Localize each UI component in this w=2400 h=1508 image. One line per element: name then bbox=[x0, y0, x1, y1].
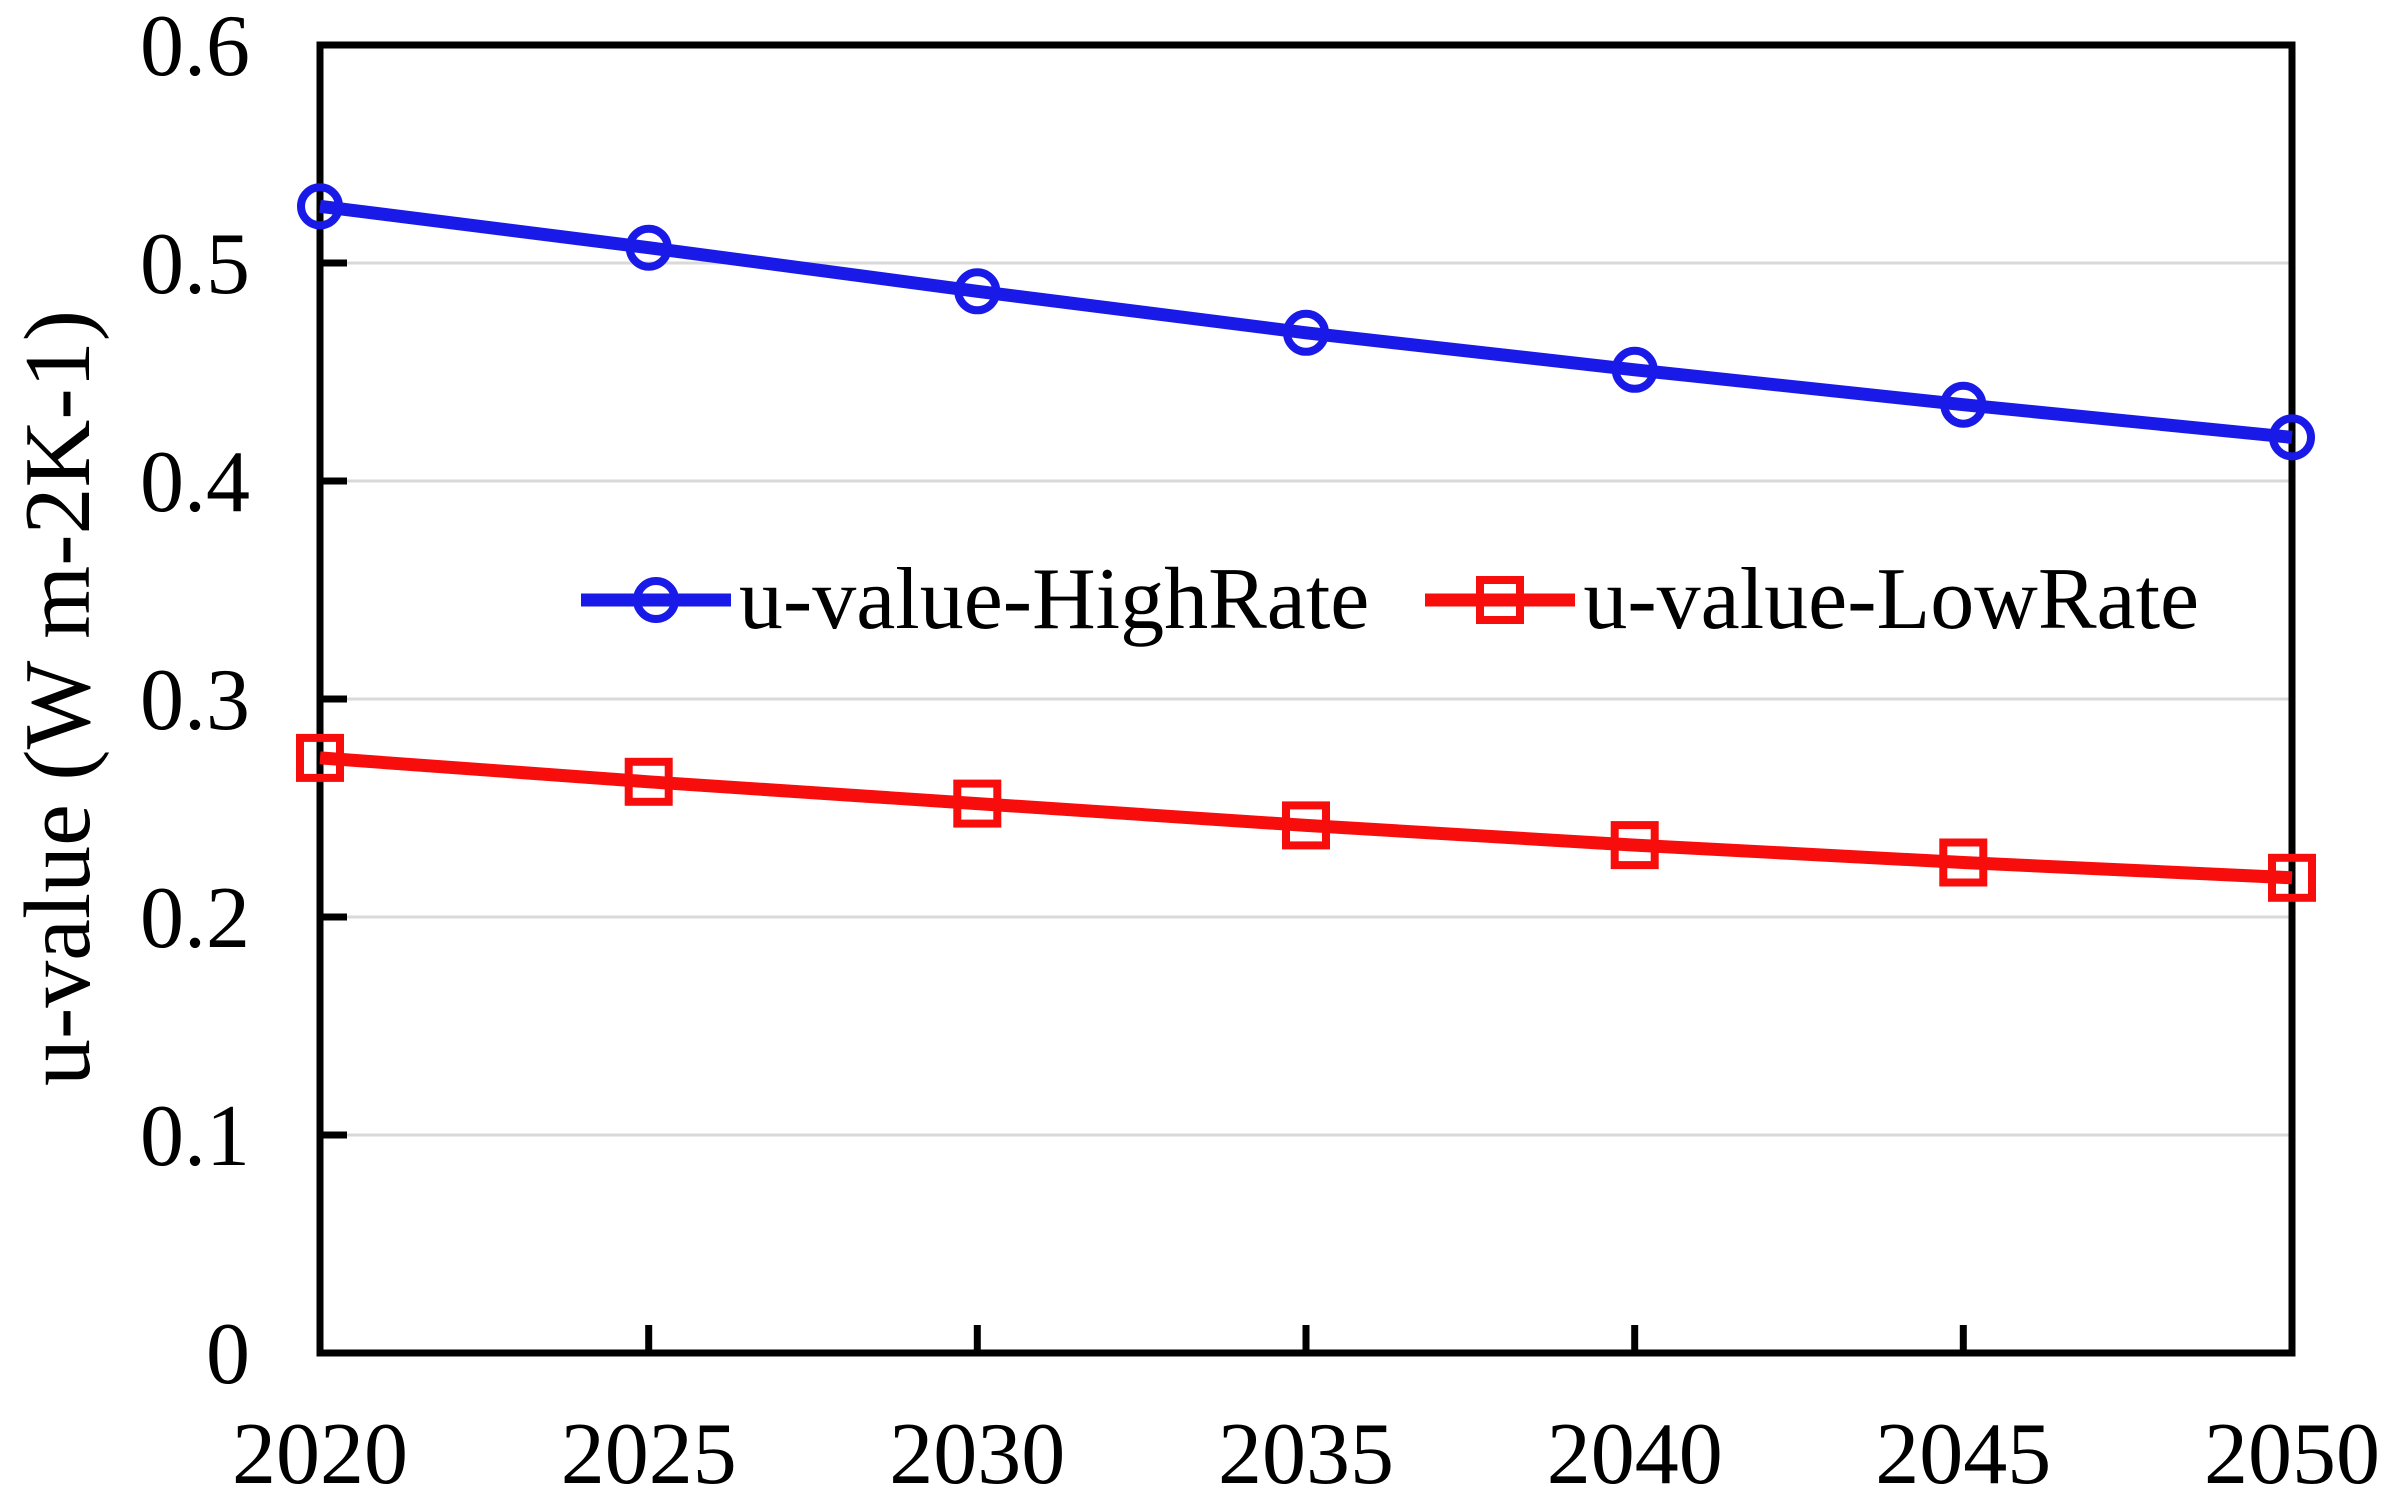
x-tick-label: 2025 bbox=[561, 1406, 737, 1503]
y-tick-label: 0.5 bbox=[140, 216, 250, 313]
marker-u-value-LowRate-2040 bbox=[1610, 821, 1659, 870]
legend-entry-lowrate: u-value-LowRate bbox=[1425, 556, 2199, 644]
y-tick-label: 0.4 bbox=[140, 434, 250, 531]
marker-u-value-HighRate-2030 bbox=[954, 268, 1001, 315]
series-line-u-value-HighRate bbox=[319, 199, 2293, 444]
marker-u-value-LowRate-2050 bbox=[2268, 853, 2316, 902]
x-tick-label: 2050 bbox=[2204, 1406, 2380, 1503]
series-line-u-value-LowRate bbox=[319, 751, 2293, 885]
y-tick-label: 0.1 bbox=[140, 1088, 250, 1185]
x-tick-label: 2030 bbox=[889, 1406, 1065, 1503]
marker-u-value-HighRate-2050 bbox=[2269, 414, 2315, 461]
marker-u-value-HighRate-2040 bbox=[1611, 346, 1658, 393]
marker-u-value-LowRate-2035 bbox=[1282, 801, 1330, 850]
marker-u-value-HighRate-2045 bbox=[1940, 381, 1987, 428]
marker-u-value-HighRate-2035 bbox=[1283, 309, 1329, 356]
legend-line-circle-marker-icon bbox=[580, 577, 731, 623]
x-tick-label: 2040 bbox=[1547, 1406, 1723, 1503]
y-axis-title: u-value (W m-2K-1) bbox=[6, 309, 110, 1087]
legend-entry-highrate: u-value-HighRate bbox=[580, 551, 1370, 648]
legend-label-lowrate: u-value-LowRate bbox=[1583, 551, 2200, 648]
marker-u-value-HighRate-2020 bbox=[297, 183, 343, 230]
marker-u-value-LowRate-2030 bbox=[953, 779, 1002, 828]
x-tick-label: 2020 bbox=[232, 1406, 408, 1503]
marker-u-value-LowRate-2020 bbox=[296, 733, 344, 782]
y-tick-label: 0.2 bbox=[140, 870, 250, 967]
marker-u-value-HighRate-2025 bbox=[625, 224, 672, 271]
y-tick-label: 0.3 bbox=[140, 652, 250, 749]
legend-line-square-marker-icon bbox=[1425, 576, 1576, 624]
legend: u-value-HighRate u-value-LowRate bbox=[404, 556, 2376, 644]
x-tick-label: 2035 bbox=[1218, 1406, 1394, 1503]
marker-u-value-LowRate-2045 bbox=[1939, 838, 1988, 887]
y-tick-label: 0 bbox=[206, 1306, 250, 1403]
y-tick-label: 0.6 bbox=[140, 0, 250, 95]
legend-label-highrate: u-value-HighRate bbox=[738, 551, 1370, 648]
marker-u-value-LowRate-2025 bbox=[624, 757, 673, 806]
x-tick-label: 2045 bbox=[1875, 1406, 2051, 1503]
